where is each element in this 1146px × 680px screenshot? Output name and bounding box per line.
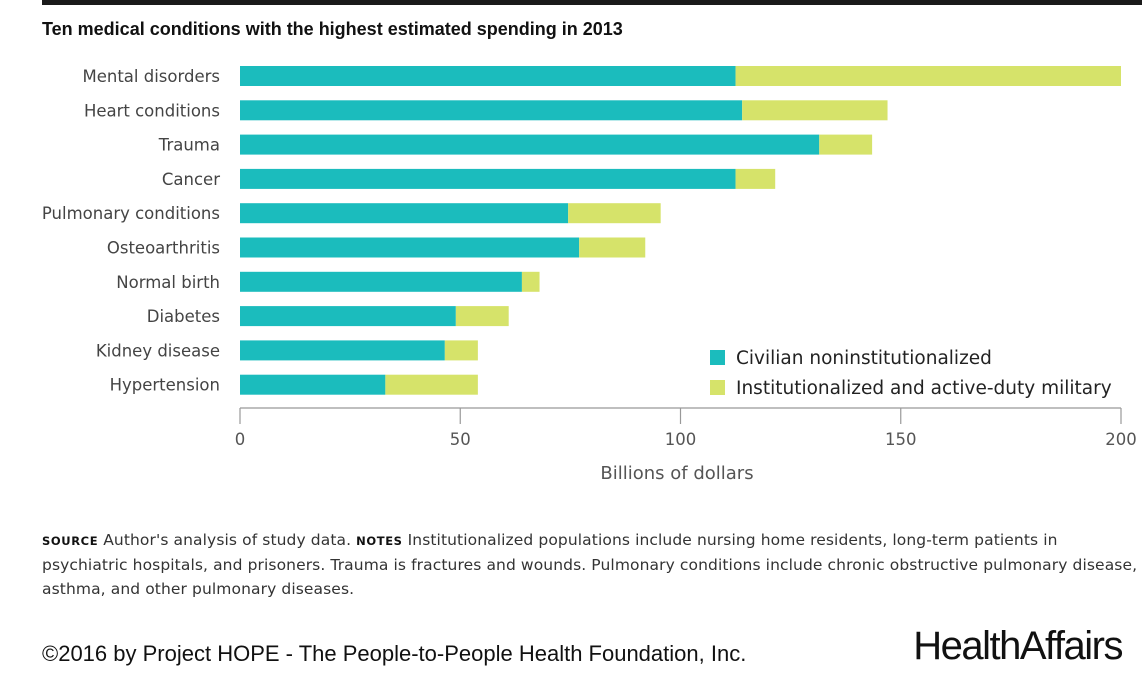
legend-label-2: Institutionalized and active-duty milita… (736, 378, 1112, 399)
bar-pulmonary-conditions-series-1 (240, 203, 569, 224)
bar-cancer-series-1 (240, 168, 736, 189)
bar-kidney-disease-series-1 (240, 340, 445, 361)
legend-swatch-2 (710, 380, 725, 395)
bar-mental-disorders-series-2 (735, 66, 1121, 86)
category-label: Trauma (158, 136, 220, 155)
x-tick-label: 200 (1105, 430, 1137, 449)
bar-normal-birth-series-2 (521, 271, 540, 292)
source-tag: source (42, 534, 99, 548)
top-rule (42, 0, 1142, 5)
bar-trauma-series-1 (240, 134, 820, 155)
bar-diabetes-series-1 (240, 306, 456, 327)
bar-osteoarthritis-series-2 (579, 237, 646, 258)
x-tick-label: 100 (665, 430, 697, 449)
x-tick-label: 0 (235, 430, 246, 449)
bar-cancer-series-2 (735, 168, 776, 189)
bar-mental-disorders-series-1 (240, 66, 736, 86)
category-labels: Mental disorders Heart conditions Trauma Ca… (42, 67, 220, 395)
source-notes: source Author's analysis of study data. … (42, 528, 1140, 601)
legend-swatch-1 (710, 350, 725, 365)
bar-chart: Mental disorders Heart conditions Trauma Ca… (42, 66, 1137, 484)
bar-pulmonary-conditions-series-2 (568, 203, 661, 224)
category-label: Normal birth (116, 273, 220, 292)
category-label: Kidney disease (96, 341, 220, 360)
x-tick-label: 150 (885, 430, 917, 449)
bar-normal-birth-series-1 (240, 271, 522, 292)
category-label: Heart conditions (84, 101, 220, 120)
bar-hypertension-series-2 (385, 374, 478, 395)
bar-kidney-disease-series-2 (444, 340, 478, 361)
copyright-text: ©2016 by Project HOPE - The People-to-Pe… (42, 641, 747, 666)
category-label: Cancer (162, 170, 220, 189)
source-text: Author's analysis of study data. (103, 531, 352, 549)
bar-osteoarthritis-series-1 (240, 237, 580, 258)
chart-title: Ten medical conditions with the highest … (42, 19, 623, 39)
bar-hypertension-series-1 (240, 374, 386, 395)
x-axis-title: Billions of dollars (600, 463, 753, 484)
legend: Civilian noninstitutionalized Institution… (710, 348, 1112, 399)
bar-heart-conditions-series-1 (240, 100, 743, 121)
notes-tag: notes (356, 534, 403, 548)
notes-text: Institutionalized populations include nu… (42, 531, 1138, 598)
bars-group (240, 66, 1121, 395)
x-tick-label: 50 (450, 430, 471, 449)
bar-heart-conditions-series-2 (742, 100, 888, 121)
category-label: Mental disorders (82, 67, 220, 86)
x-axis: 0 50 100 150 200 Billions of dollars (235, 407, 1137, 484)
category-label: Diabetes (147, 307, 220, 326)
category-label: Osteoarthritis (107, 239, 220, 258)
category-label: Hypertension (110, 376, 220, 395)
category-label: Pulmonary conditions (42, 204, 220, 223)
legend-label-1: Civilian noninstitutionalized (736, 348, 992, 369)
health-affairs-logo: HealthAffairs (913, 624, 1123, 668)
bar-diabetes-series-2 (455, 306, 509, 327)
bar-trauma-series-2 (819, 134, 873, 155)
